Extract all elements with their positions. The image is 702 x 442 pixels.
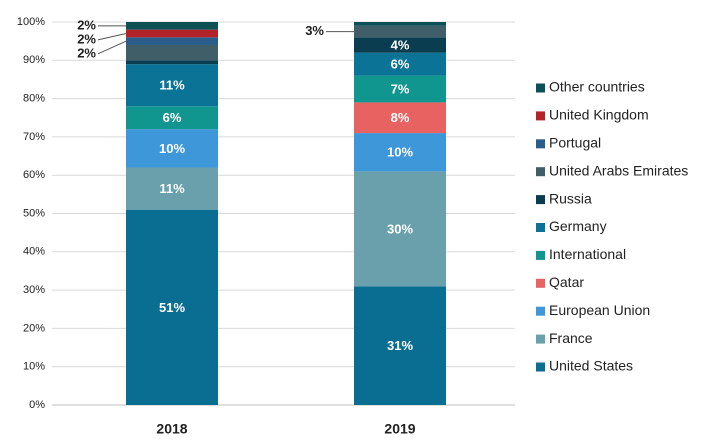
bar-segment bbox=[354, 133, 446, 172]
y-tick-label: 10% bbox=[23, 361, 45, 373]
bar-segment bbox=[126, 60, 218, 65]
bar-segment bbox=[126, 29, 218, 38]
data-label: 6% bbox=[391, 57, 410, 72]
y-tick-label: 70% bbox=[23, 131, 45, 143]
bar-segment bbox=[126, 167, 218, 210]
legend-swatch bbox=[536, 334, 545, 344]
legend-label: United States bbox=[549, 358, 633, 374]
data-label: 51% bbox=[159, 300, 185, 315]
leader-line bbox=[97, 40, 127, 55]
bar-segment bbox=[354, 52, 446, 76]
data-label: 7% bbox=[391, 81, 410, 96]
data-label: 30% bbox=[387, 221, 413, 236]
y-tick-label: 20% bbox=[23, 322, 45, 334]
x-tick-label: 2019 bbox=[384, 421, 415, 437]
bar-segment bbox=[354, 286, 446, 405]
y-tick-label: 40% bbox=[23, 246, 45, 258]
y-tick-label: 30% bbox=[23, 284, 45, 296]
legend-swatch bbox=[536, 83, 545, 93]
legend-label: International bbox=[549, 246, 626, 262]
leader-line bbox=[97, 33, 127, 41]
legend-swatch bbox=[536, 306, 545, 316]
bar-segment bbox=[126, 209, 218, 405]
legend-swatch bbox=[536, 111, 545, 121]
legend-label: United Arabs Emirates bbox=[549, 162, 688, 178]
bar-segment bbox=[354, 75, 446, 103]
x-tick-label: 2018 bbox=[156, 421, 187, 437]
data-label: 4% bbox=[391, 37, 410, 52]
y-tick-label: 0% bbox=[29, 399, 45, 411]
bar-segment bbox=[354, 171, 446, 287]
legend-swatch bbox=[536, 139, 545, 149]
data-label: 10% bbox=[159, 141, 185, 156]
bar-segment bbox=[126, 106, 218, 130]
data-label: 2% bbox=[77, 17, 96, 32]
data-label: 2% bbox=[77, 45, 96, 60]
bar-segment bbox=[354, 22, 446, 26]
y-tick-label: 100% bbox=[17, 16, 45, 28]
legend-label: Other countries bbox=[549, 79, 645, 95]
bar-segment bbox=[126, 37, 218, 45]
legend-label: Portugal bbox=[549, 135, 601, 151]
bar-segment bbox=[354, 37, 446, 53]
bar-segment bbox=[126, 64, 218, 107]
legend-label: European Union bbox=[549, 302, 650, 318]
data-label: 10% bbox=[387, 145, 413, 160]
legend-label: Russia bbox=[549, 190, 592, 206]
bar-segment bbox=[126, 22, 218, 30]
data-label: 11% bbox=[159, 78, 185, 93]
data-label: 2% bbox=[77, 31, 96, 46]
data-label: 8% bbox=[391, 110, 410, 125]
y-tick-label: 80% bbox=[23, 93, 45, 105]
legend-swatch bbox=[536, 250, 545, 260]
data-label: 11% bbox=[159, 181, 185, 196]
legend-swatch bbox=[536, 362, 545, 372]
y-tick-label: 60% bbox=[23, 169, 45, 181]
data-label: 31% bbox=[387, 338, 413, 353]
legend-label: France bbox=[549, 330, 593, 346]
y-tick-label: 50% bbox=[23, 207, 45, 219]
data-label: 6% bbox=[163, 110, 182, 125]
legend-label: United Kingdom bbox=[549, 107, 649, 123]
y-tick-label: 90% bbox=[23, 54, 45, 66]
bar-segment bbox=[354, 102, 446, 134]
bar-segment bbox=[126, 44, 218, 61]
bar-segment bbox=[354, 25, 446, 38]
bar-segment bbox=[126, 129, 218, 168]
data-label: 3% bbox=[305, 23, 324, 38]
legend-swatch bbox=[536, 223, 545, 232]
legend-label: Qatar bbox=[549, 274, 584, 290]
legend-swatch bbox=[536, 167, 545, 177]
legend-label: Germany bbox=[549, 218, 607, 234]
legend-swatch bbox=[536, 195, 545, 205]
legend-swatch bbox=[536, 278, 545, 288]
